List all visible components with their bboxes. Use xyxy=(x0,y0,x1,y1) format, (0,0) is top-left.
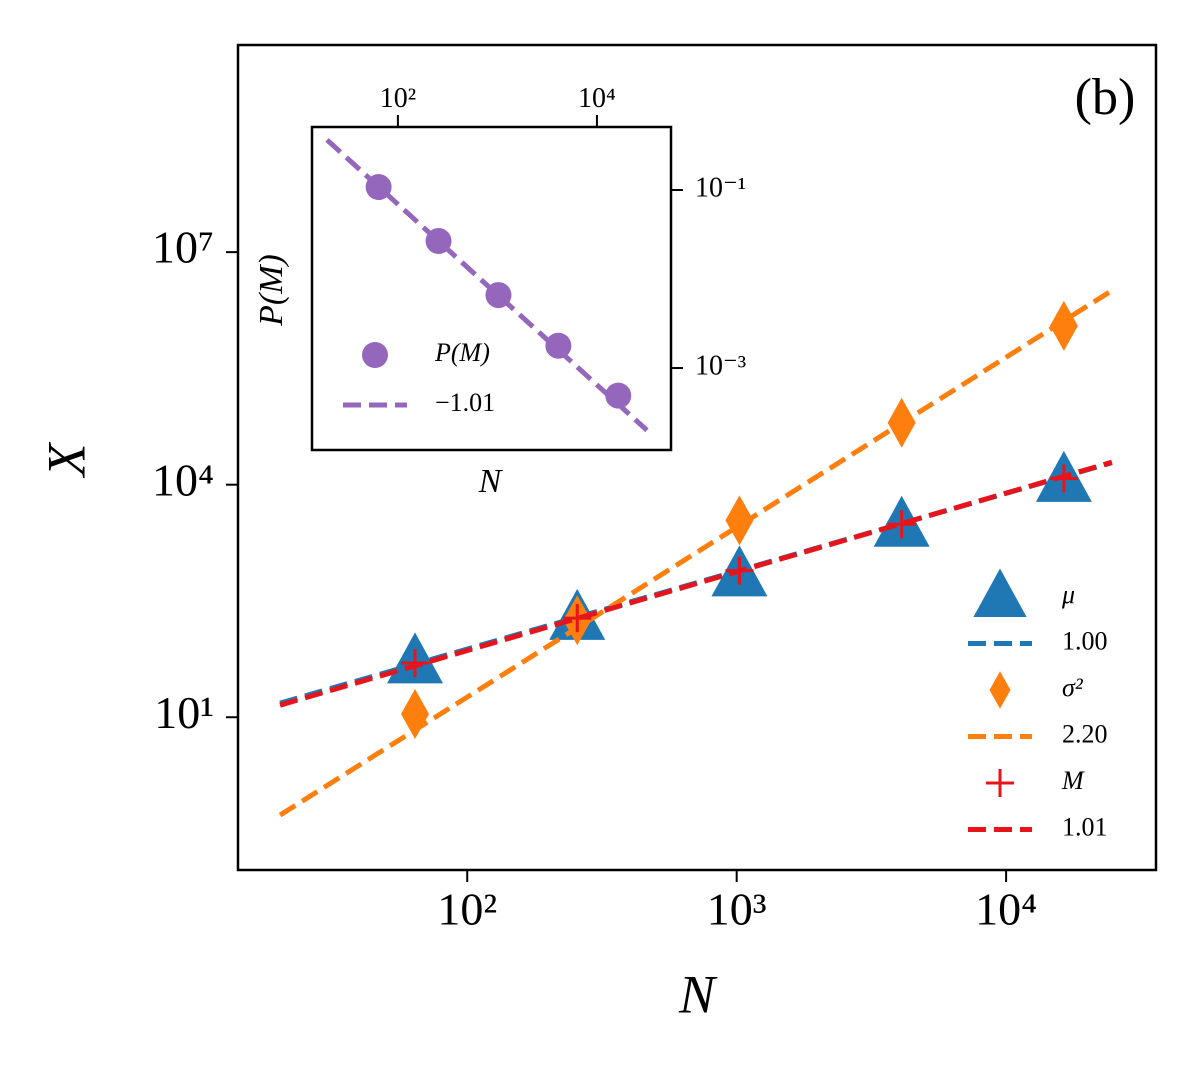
x-axis-label: N xyxy=(678,964,718,1024)
legend-label: μ xyxy=(1061,580,1075,609)
legend-symbol xyxy=(986,769,1014,797)
data-point xyxy=(401,649,430,678)
fit-line xyxy=(279,459,1113,708)
y-tick-label: 10⁻³ xyxy=(695,350,746,381)
legend-symbol xyxy=(989,671,1011,709)
legend-label: −1.01 xyxy=(435,388,495,417)
legend-symbol xyxy=(973,568,1027,617)
panel-label: (b) xyxy=(1075,69,1136,126)
y-tick-label: 10¹ xyxy=(154,687,214,738)
y-tick-label: 10⁻¹ xyxy=(695,172,746,203)
data-point xyxy=(725,495,754,546)
plot-frame xyxy=(310,125,673,452)
data-point xyxy=(545,332,572,359)
y-tick-label: 10⁷ xyxy=(152,222,214,273)
x-tick-label: 10⁴ xyxy=(578,83,616,114)
plot-frame xyxy=(236,43,1158,872)
legend-label: σ² xyxy=(1062,673,1084,702)
legend-symbol xyxy=(362,342,388,368)
x-tick-label: 10³ xyxy=(707,883,767,934)
y-tick-label: 10⁴ xyxy=(152,454,214,505)
x-axis-label: N xyxy=(478,463,504,500)
data-point xyxy=(1049,300,1078,351)
legend-label: 1.01 xyxy=(1062,812,1108,841)
fit-line xyxy=(325,138,649,433)
y-axis-label: P(M) xyxy=(253,254,290,327)
fit-line xyxy=(278,288,1114,818)
legend-label: M xyxy=(1061,766,1085,795)
legend-label: P(M) xyxy=(434,338,490,367)
x-tick-label: 10² xyxy=(380,83,416,114)
data-point xyxy=(605,382,632,409)
legend-label: 2.20 xyxy=(1062,719,1108,748)
x-tick-label: 10⁴ xyxy=(975,883,1037,934)
x-tick-label: 10² xyxy=(437,883,497,934)
legend-label: 1.00 xyxy=(1062,626,1108,655)
y-axis-label: X xyxy=(36,442,96,479)
